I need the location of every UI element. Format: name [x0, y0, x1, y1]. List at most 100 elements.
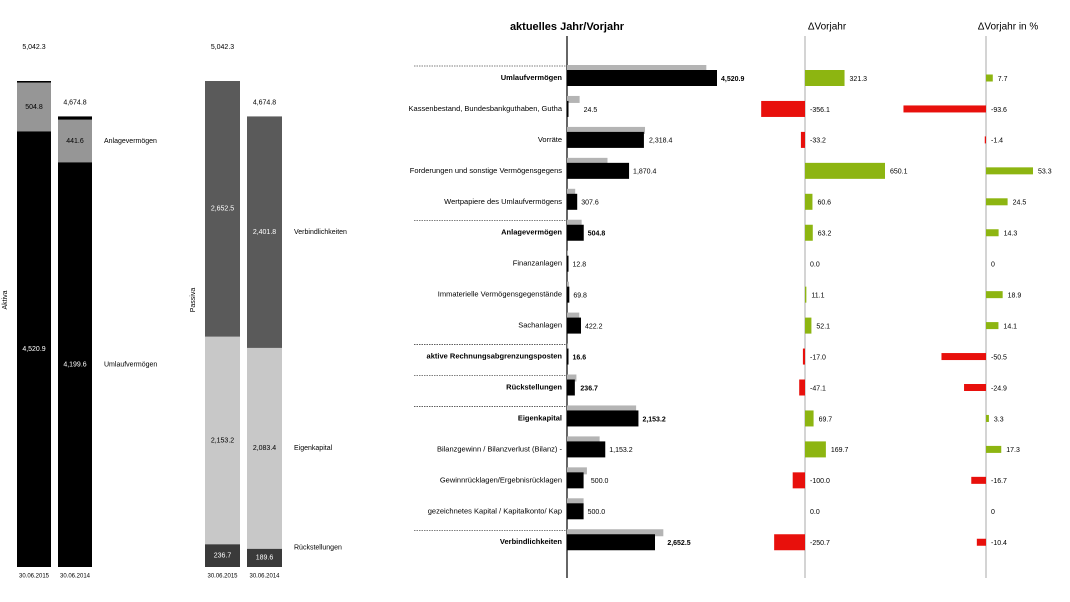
delta-pct-value-label: 0 [991, 262, 995, 269]
delta-pct-value-label: 53.3 [1038, 169, 1052, 176]
current-year-bar [567, 379, 575, 396]
current-year-value-label: 24.5 [584, 107, 598, 114]
passiva-bar-1-1 [247, 347, 282, 549]
passiva-series-label: Verbindlichkeiten [294, 229, 347, 236]
delta-abs-bar [805, 286, 807, 303]
row-category-label: Forderungen und sonstige Vermögensgegens [410, 166, 562, 175]
prior-year-bar [567, 467, 587, 475]
delta-pct-bar [986, 445, 1002, 453]
current-year-bar [567, 410, 639, 427]
delta-abs-value-label: -250.7 [810, 540, 830, 547]
delta-pct-bar [964, 384, 986, 391]
delta-pct-bar [986, 198, 1008, 206]
delta-pct-bar [941, 353, 986, 361]
delta-pct-value-label: -16.7 [991, 478, 1007, 485]
row-category-label: gezeichnetes Kapital / Kapitalkonto/ Kap [428, 506, 562, 515]
prior-year-bar [567, 157, 608, 165]
passiva-value-label: 2,401.8 [253, 229, 276, 236]
delta-abs-bar [802, 348, 805, 365]
delta-abs-value-label: 0.0 [810, 262, 820, 269]
delta-abs-title: ΔVorjahr [808, 22, 847, 33]
passiva-series-label: Rückstellungen [294, 545, 342, 552]
delta-abs-value-label: 0.0 [810, 509, 820, 516]
passiva-bar-1-2 [247, 116, 282, 348]
passiva-value-label: 2,652.5 [211, 206, 234, 213]
passiva-value-label: 2,153.2 [211, 437, 234, 444]
passiva-total-label: 5,042.3 [211, 44, 234, 51]
aktiva-axis-label: Aktiva [2, 290, 9, 309]
row-category-label: Wertpapiere des Umlaufvermögens [444, 197, 562, 206]
row-category-label: Immaterielle Vermögensgegenstände [438, 290, 562, 299]
row-category-label: aktive Rechnungsabgrenzungsposten [427, 352, 563, 361]
aktiva-value-label: 4,520.9 [22, 346, 45, 353]
main-chart-title: aktuelles Jahr/Vorjahr [510, 21, 625, 33]
prior-year-bar [567, 498, 584, 506]
row-category-label: Anlagevermögen [501, 228, 562, 237]
current-year-bar [567, 534, 656, 551]
current-year-bar [567, 441, 606, 458]
current-year-value-label: 500.0 [588, 509, 606, 516]
delta-abs-bar [805, 224, 813, 241]
current-year-value-label: 4,520.9 [721, 76, 744, 83]
aktiva-bar-1-2 [58, 116, 92, 120]
delta-pct-value-label: 14.1 [1003, 323, 1017, 330]
row-category-label: Umlaufvermögen [501, 73, 563, 82]
delta-abs-value-label: 52.1 [816, 323, 830, 330]
delta-abs-value-label: -17.0 [810, 354, 826, 361]
prior-year-bar [567, 312, 580, 320]
aktiva-value-label: 4,199.6 [63, 361, 86, 368]
current-year-bar [567, 131, 644, 148]
delta-abs-bar [761, 100, 805, 117]
passiva-category-label: 30.06.2014 [249, 574, 280, 580]
prior-year-bar [567, 405, 637, 413]
delta-pct-bar [986, 291, 1003, 299]
prior-year-bar [567, 343, 569, 351]
delta-abs-bar [774, 534, 805, 551]
row-category-label: Sachanlagen [518, 321, 562, 330]
row-category-label: Rückstellungen [506, 382, 562, 391]
prior-year-bar [567, 65, 707, 72]
row-category-label: Bilanzgewinn / Bilanzverlust (Bilanz) - [437, 444, 563, 453]
current-year-value-label: 236.7 [580, 385, 598, 392]
current-year-bar [567, 255, 569, 272]
delta-abs-bar [799, 379, 805, 396]
passiva-value-label: 236.7 [214, 552, 232, 559]
delta-pct-value-label: -50.5 [991, 354, 1007, 361]
aktiva-value-label: 504.8 [25, 104, 43, 111]
delta-abs-value-label: -33.2 [810, 138, 826, 145]
delta-pct-value-label: 7.7 [998, 76, 1008, 83]
aktiva-bar-0-1 [17, 82, 51, 132]
delta-pct-bar [986, 414, 989, 422]
delta-abs-value-label: 321.3 [850, 76, 868, 83]
delta-pct-value-label: -93.6 [991, 107, 1007, 114]
delta-pct-bar [903, 105, 986, 113]
passiva-bar-0-2 [205, 80, 240, 337]
delta-abs-bar [800, 131, 805, 148]
current-year-bar [567, 317, 582, 334]
current-year-value-label: 16.6 [573, 354, 587, 361]
aktiva-series-label: Anlagevermögen [104, 138, 157, 145]
delta-abs-value-label: -100.0 [810, 478, 830, 485]
passiva-value-label: 189.6 [256, 555, 274, 562]
passiva-bar-1-0 [247, 548, 282, 567]
aktiva-series-label: Umlaufvermögen [104, 361, 157, 368]
delta-pct-value-label: -1.4 [991, 138, 1003, 145]
prior-year-bar [567, 436, 600, 444]
current-year-bar [567, 100, 569, 117]
delta-abs-bar [805, 441, 826, 458]
prior-year-bar [567, 281, 569, 289]
delta-pct-value-label: 18.9 [1008, 292, 1022, 299]
aktiva-category-label: 30.06.2014 [60, 574, 91, 580]
aktiva-bar-0-0 [17, 131, 51, 567]
current-year-value-label: 422.2 [585, 323, 603, 330]
passiva-category-label: 30.06.2015 [207, 574, 238, 580]
passiva-series-label: Eigenkapital [294, 445, 333, 452]
aktiva-bar-1-0 [58, 162, 92, 567]
row-category-label: Gewinnrücklagen/Ergebnisrücklagen [440, 475, 562, 484]
current-year-bar [567, 472, 584, 489]
delta-abs-bar [805, 317, 812, 334]
prior-year-bar [567, 529, 664, 537]
delta-pct-bar [986, 229, 999, 237]
row-category-label: Verbindlichkeiten [500, 537, 563, 546]
